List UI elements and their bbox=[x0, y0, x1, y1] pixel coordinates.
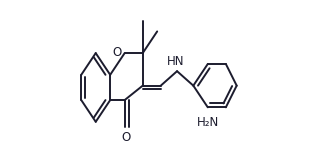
Text: O: O bbox=[121, 131, 130, 144]
Text: O: O bbox=[113, 46, 122, 59]
Text: HN: HN bbox=[166, 55, 184, 68]
Text: H₂N: H₂N bbox=[197, 116, 219, 129]
